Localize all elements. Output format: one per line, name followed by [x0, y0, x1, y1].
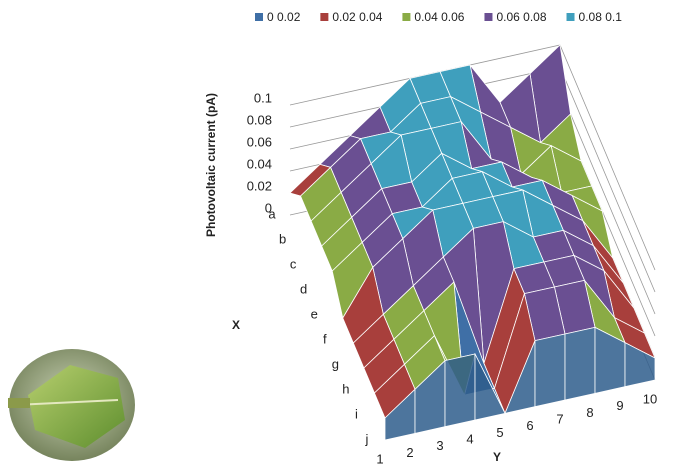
y-tick-label: 10 [643, 391, 657, 406]
legend-swatch [484, 13, 493, 21]
z-tick-label: 0.06 [247, 134, 272, 149]
z-tick-label: 0 [265, 200, 272, 215]
z-tick-label: 0.04 [247, 156, 272, 171]
x-tick-label: g [332, 356, 339, 371]
legend-label: 0.02 0.04 [332, 10, 382, 24]
x-tick-label: d [300, 281, 307, 296]
z-tick-label: 0.1 [254, 90, 272, 105]
legend-swatch [402, 13, 411, 21]
surface-side [624, 342, 656, 388]
legend-swatch [566, 13, 575, 21]
legend-swatch [320, 13, 329, 21]
y-axis-title: Y [493, 450, 501, 464]
y-tick-label: 5 [496, 425, 503, 440]
y-tick-label: 6 [526, 418, 533, 433]
x-tick-label: a [268, 206, 276, 221]
z-tick-label: 0.08 [247, 112, 272, 127]
y-tick-label: 8 [586, 405, 593, 420]
surface-side [564, 326, 596, 401]
legend-label: 0.08 0.1 [579, 10, 623, 24]
surface-side [474, 353, 506, 421]
x-tick-label: i [355, 406, 358, 421]
surface-side [444, 353, 476, 428]
y-tick-label: 9 [616, 398, 623, 413]
y-tick-label: 2 [406, 445, 413, 460]
x-tick-label: h [342, 381, 349, 396]
x-tick-label: b [279, 231, 286, 246]
x-tick-label: c [290, 256, 297, 271]
legend-label: 0.06 0.08 [496, 10, 546, 24]
legend-label: 0.04 0.06 [414, 10, 464, 24]
z-tick-label: 0.02 [247, 178, 272, 193]
legend-swatch [255, 13, 263, 21]
x-tick-label: e [311, 306, 318, 321]
z-axis-title: Photovoltaic current (pA) [204, 93, 218, 237]
x-tick-label: f [323, 331, 327, 346]
x-tick-label: j [365, 431, 369, 446]
y-tick-label: 7 [556, 411, 563, 426]
y-tick-label: 1 [376, 451, 383, 466]
leaf-photo [8, 349, 135, 461]
surface-side [534, 333, 566, 408]
legend-label: 0 0.02 [267, 10, 301, 24]
x-axis-title: X [232, 318, 240, 332]
y-tick-label: 4 [466, 431, 473, 446]
y-tick-label: 3 [436, 438, 443, 453]
